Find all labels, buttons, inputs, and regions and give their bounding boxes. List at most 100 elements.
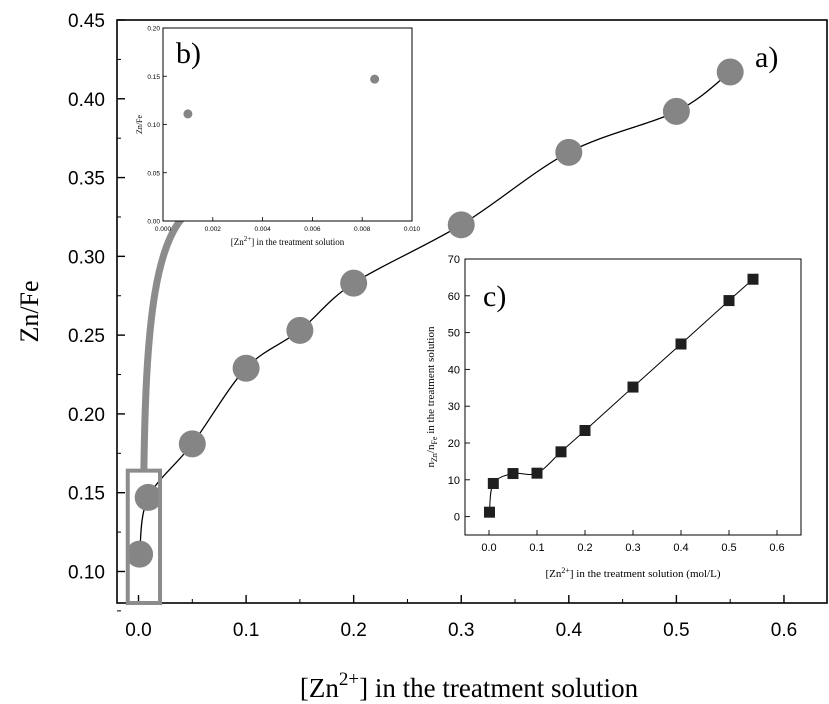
- inset-b-data-point: [370, 74, 380, 84]
- main-y-tick-label: 0.35: [68, 169, 105, 190]
- inset-c-x-tick-label: 0.3: [625, 542, 640, 554]
- inset-c-x-tick-label: 0.1: [529, 542, 544, 554]
- inset-b-y-tick-label: 0.20: [147, 26, 160, 33]
- inset-c-x-axis-label-sup: 2+: [561, 566, 570, 575]
- main-y-tick-label: 0.25: [68, 326, 105, 347]
- inset-c-y-tick-label: 20: [448, 438, 460, 450]
- inset-c-x-axis-label-start: [Zn: [545, 568, 561, 580]
- main-x-tick-label: 0.6: [771, 620, 797, 641]
- main-chart: 0.100.150.200.250.300.350.400.45 0.0 0.1 0…: [15, 11, 828, 703]
- main-x-axis-label-end: ] in the treatment solution: [359, 673, 638, 703]
- inset-c-data-point: [507, 468, 519, 480]
- inset-c-y-tick-label: 50: [448, 328, 460, 340]
- inset-c-series: [483, 273, 759, 518]
- inset-c-data-point: [675, 338, 687, 350]
- main-data-point: [134, 483, 162, 511]
- inset-c-data-point: [483, 506, 495, 518]
- main-x-axis: 0.0 0.1 0.2 0.3 0.4 0.5 0.6: [125, 595, 797, 641]
- main-y-axis-label: Zn/Fe: [15, 280, 44, 342]
- inset-b-x-axis-label-start: [Zn: [231, 237, 244, 247]
- main-y-tick-label: 0.15: [68, 484, 105, 505]
- panel-label-a: a): [755, 41, 778, 74]
- main-data-point: [447, 211, 475, 239]
- inset-c-y-tick-label: 70: [448, 254, 460, 266]
- main-data-point: [716, 58, 744, 86]
- inset-c-y-tick-label: 40: [448, 364, 460, 376]
- inset-b-series: [183, 74, 380, 119]
- inset-c-y-label-rest: in the treatment solution: [425, 326, 437, 436]
- inset-c-x-tick-label: 0.5: [721, 542, 736, 554]
- inset-c-data-point: [487, 477, 499, 489]
- inset-c-data-point: [579, 424, 591, 436]
- inset-c-x-axis-label-end: ] in the treatment solution (mol/L): [570, 568, 721, 580]
- inset-c-y-tick-label: 10: [448, 475, 460, 487]
- inset-b-y-tick-label: 0.00: [147, 219, 160, 226]
- inset-c-y-label-n1: n: [425, 461, 437, 467]
- inset-c-data-point: [531, 467, 543, 479]
- main-x-tick-label: 0.3: [448, 620, 474, 641]
- zoom-arrow: [140, 203, 200, 473]
- inset-b-x-tick-label: 0.010: [404, 226, 421, 233]
- inset-c-y-tick-label: 60: [448, 291, 460, 303]
- inset-b-x-tick-label: 0.008: [354, 226, 371, 233]
- main-y-tick-label: 0.10: [68, 562, 105, 583]
- inset-b-x-tick-label: 0.000: [155, 226, 172, 233]
- main-plot-frame: [116, 19, 828, 604]
- inset-b-y-axis-label: Zn/Fe: [135, 114, 144, 134]
- main-y-tick-label: 0.30: [68, 247, 105, 268]
- inset-c-data-point: [555, 446, 567, 458]
- inset-b-y-tick-label: 0.05: [147, 170, 160, 177]
- inset-b-background: [163, 28, 412, 221]
- inset-b-data-point: [183, 109, 193, 119]
- main-data-point: [178, 430, 206, 458]
- main-x-axis-label: [Zn2+] in the treatment solution: [300, 669, 639, 703]
- inset-chart-c: 0 10 20 30 40 50 60 70 0.0 0.1 0.2 0.3 0.4 0.5 0.6 c)…: [425, 254, 802, 580]
- inset-chart-b: 0.000.050.100.150.20 0.000 0.002 0.004 0.00…: [135, 26, 421, 248]
- panel-label-b: b): [176, 37, 201, 70]
- inset-b-x-tick-label: 0.006: [304, 226, 321, 233]
- main-y-axis: 0.10 0.15 0.20 0.25 0.30 0.35 0.40 0.45: [68, 11, 125, 612]
- inset-b-x-axis-label: [Zn2+] in the treatment solution: [231, 235, 345, 247]
- inset-c-background: [465, 259, 801, 535]
- main-data-point: [232, 354, 260, 382]
- inset-c-x-tick-label: 0.2: [577, 542, 592, 554]
- main-data-point: [340, 269, 368, 297]
- main-data-point: [126, 540, 154, 568]
- inset-c-x-tick-label: 0.6: [769, 542, 784, 554]
- inset-c-y-tick-label: 30: [448, 401, 460, 413]
- inset-b-x-tick-label: 0.004: [254, 226, 271, 233]
- inset-c-y-tick-label: 0: [454, 512, 460, 524]
- inset-b-x-axis-label-end: ] in the treatment solution: [251, 237, 344, 247]
- main-x-tick-label: 0.0: [125, 620, 151, 641]
- panel-label-c: c): [483, 280, 506, 313]
- main-x-axis-label-sup: 2+: [339, 669, 359, 690]
- inset-c-data-point: [747, 273, 759, 285]
- main-series: [126, 58, 744, 568]
- main-data-point: [555, 138, 583, 166]
- main-y-tick-label: 0.20: [68, 405, 105, 426]
- inset-b-y-tick-label: 0.10: [147, 122, 160, 129]
- inset-c-data-point: [723, 295, 735, 307]
- inset-b-y-tick-label: 0.15: [147, 74, 160, 81]
- inset-c-x-tick-label: 0.4: [673, 542, 688, 554]
- main-x-tick-label: 0.5: [663, 620, 689, 641]
- inset-b-x-axis: 0.000 0.002 0.004 0.006 0.008 0.010: [155, 217, 421, 233]
- inset-c-y-axis-label: nZn/nFe in the treatment solution: [425, 326, 439, 467]
- inset-c-y-label-n2: /n: [425, 444, 437, 453]
- main-x-tick-label: 0.4: [556, 620, 583, 641]
- main-x-axis-label-start: [Zn: [300, 673, 339, 703]
- inset-c-y-label-sub2: Fe: [430, 436, 439, 444]
- inset-b-y-axis: 0.00 0.05 0.10 0.15 0.20: [147, 26, 167, 226]
- inset-c-x-axis: 0.0 0.1 0.2 0.3 0.4 0.5 0.6: [481, 530, 785, 554]
- inset-c-y-label-sub1: Zn: [430, 453, 439, 462]
- inset-b-x-axis-label-sup: 2+: [244, 235, 252, 243]
- main-y-tick-label: 0.40: [68, 90, 105, 111]
- inset-c-x-tick-label: 0.0: [481, 542, 496, 554]
- inset-c-x-axis-label: [Zn2+] in the treatment solution (mol/L): [545, 566, 720, 580]
- main-y-tick-label: 0.45: [68, 11, 105, 32]
- inset-b-x-tick-label: 0.002: [205, 226, 222, 233]
- main-x-tick-label: 0.2: [340, 620, 366, 641]
- main-x-tick-label: 0.1: [233, 620, 259, 641]
- inset-c-data-point: [627, 381, 639, 393]
